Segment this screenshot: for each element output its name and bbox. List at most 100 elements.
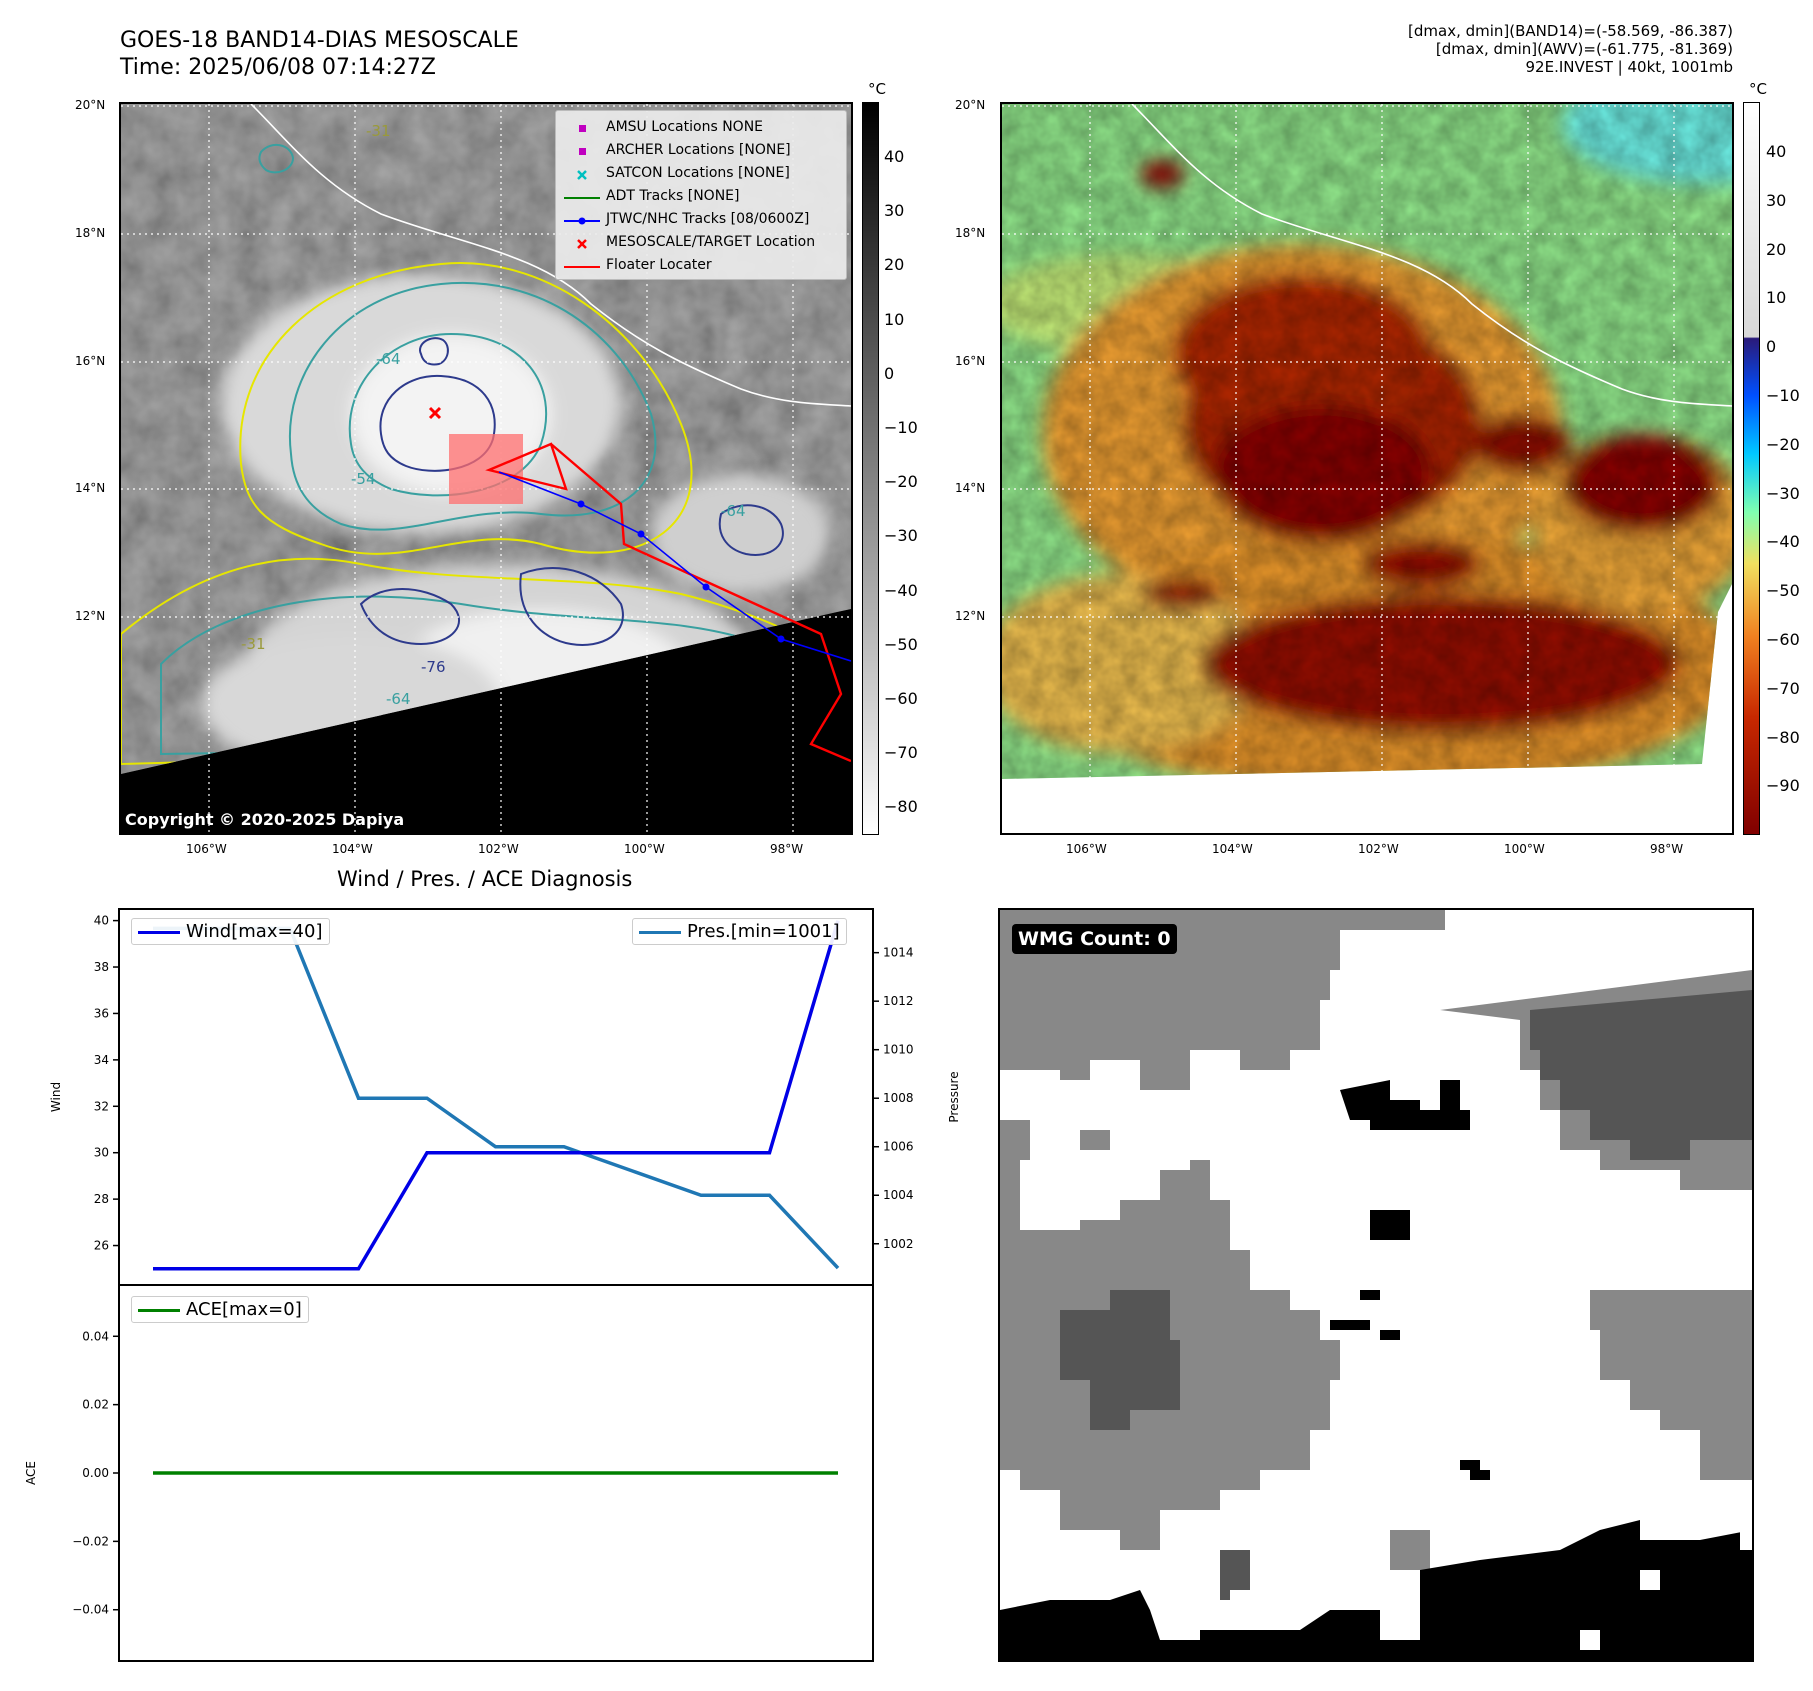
pressure-legend-label: Pres.[min=1001] [687, 921, 840, 942]
colorbar-unit-left: °C [868, 80, 886, 98]
info-line-1: [dmax, dmin](BAND14)=(-58.569, -86.387) [1408, 22, 1733, 40]
colorbar-tick-label: −70 [884, 743, 918, 763]
y-tick-label: 0.04 [82, 1329, 109, 1343]
colorbar-tick-label: −20 [884, 472, 918, 492]
colorbar-tick-label: −30 [884, 526, 918, 546]
colorbar-tick-label: −60 [1766, 630, 1800, 649]
contour-label: -64 [386, 690, 411, 708]
lat-label: 18°N [955, 226, 986, 240]
y-right-axis-label: Pressure [947, 1071, 960, 1122]
colorbar-tick-label: 10 [1766, 288, 1787, 308]
lat-label: 20°N [955, 98, 986, 112]
lon-label: 104°W [1212, 842, 1253, 856]
colorbar-left [862, 102, 879, 835]
colorbar-tick-label: −40 [1766, 532, 1800, 552]
colorbar-tick-label: −80 [884, 797, 918, 817]
awv-map-image [1002, 104, 1732, 833]
lon-label: 106°W [186, 842, 227, 856]
legend-line-dot-icon [564, 217, 600, 225]
colorbar-right [1743, 102, 1760, 835]
legend-label: ARCHER Locations [NONE] [606, 142, 791, 158]
lat-label: 14°N [955, 481, 986, 495]
colorbar-tick-label: 30 [1766, 190, 1787, 210]
colorbar-tick-label: −50 [884, 634, 918, 654]
contour-label: -31 [241, 635, 266, 653]
y-right-tick-label: 1012 [883, 994, 914, 1008]
diagnosis-chart: 26 28 30 32 34 36 38 40 1002 1004 1006 1008 1010 1012… [24, 908, 960, 1662]
colorbar-tick-label: 10 [884, 309, 905, 329]
wind-series-line [153, 920, 840, 1271]
colorbar-tick-label: −70 [1766, 678, 1800, 698]
lon-label: 102°W [1358, 842, 1399, 856]
map-gridlines [1002, 104, 1732, 833]
colorbar-tick-label: −80 [1766, 727, 1800, 747]
legend-square-icon [579, 148, 586, 155]
colorbar-tick-label: −30 [1766, 483, 1800, 503]
lon-label: 100°W [624, 842, 665, 856]
wmg-image [1000, 910, 1752, 1660]
colorbar-tick-label: 0 [884, 363, 895, 383]
contour-label: -54 [351, 470, 376, 488]
lon-label: 98°W [770, 842, 804, 856]
y-tick-label: 28 [94, 1192, 109, 1206]
colorbar-tick-label: 0 [1766, 337, 1777, 357]
lat-label: 18°N [75, 226, 106, 240]
legend-label: AMSU Locations NONE [606, 119, 764, 135]
colorbar-tick-label: −10 [1766, 386, 1800, 405]
copyright: Copyright © 2020-2025 Dapiya [125, 810, 405, 829]
colorbar-tick-label: 40 [884, 147, 905, 166]
y-tick-label: 32 [94, 1099, 109, 1113]
wind-legend: Wind[max=40] [131, 918, 330, 945]
ace-legend-swatch [138, 1308, 180, 1312]
y-tick-label: −0.04 [72, 1603, 109, 1617]
pressure-legend: Pres.[min=1001] [632, 918, 847, 945]
legend-label: MESOSCALE/TARGET Location [606, 234, 816, 250]
y-tick-label: 30 [94, 1146, 109, 1160]
ace-legend: ACE[max=0] [131, 1296, 309, 1323]
y-right-tick-label: 1004 [883, 1188, 914, 1202]
pressure-series-line [153, 926, 840, 1270]
colorbar-tick-label: 30 [884, 201, 905, 221]
contour-label: -64 [721, 502, 746, 520]
ir-map-panel: -31 -64 -54 -64 -31 -76 -64 Copyright © … [119, 102, 853, 835]
y-tick-label: 26 [94, 1239, 109, 1253]
floater-locator [550, 443, 851, 763]
awv-map-panel [1000, 102, 1734, 835]
lat-label: 16°N [955, 354, 986, 368]
colorbar-tick-label: −50 [1766, 581, 1800, 601]
lon-label: 102°W [478, 842, 519, 856]
info-block: [dmax, dmin](BAND14)=(-58.569, -86.387) … [1408, 22, 1733, 76]
colorbar-tick-label: −40 [884, 580, 918, 600]
info-line-2: [dmax, dmin](AWV)=(-61.775, -81.369) [1435, 40, 1733, 58]
lat-label: 12°N [75, 609, 106, 623]
y-tick-label: 38 [94, 960, 109, 974]
colorbar-unit-right: °C [1749, 80, 1767, 98]
legend-label: SATCON Locations [NONE] [606, 165, 790, 181]
y-right-tick-label: 1006 [883, 1140, 914, 1154]
coastline [250, 104, 851, 407]
contour-label: -31 [366, 122, 391, 140]
legend-label: Floater Locater [606, 257, 712, 273]
y-tick-label: −0.02 [72, 1534, 109, 1548]
pressure-legend-swatch [639, 930, 681, 934]
colorbar-tick-label: −60 [884, 689, 918, 708]
colorbar-tick-label: −90 [1766, 776, 1800, 796]
ace-legend-label: ACE[max=0] [186, 1299, 302, 1320]
contour-label: -76 [421, 658, 446, 676]
y-right-tick-label: 1008 [883, 1091, 914, 1105]
ace-axis-label: ACE [24, 1461, 38, 1485]
wind-legend-label: Wind[max=40] [186, 921, 323, 942]
colorbar-tick-label: −10 [884, 418, 918, 437]
wmg-panel: WMG Count: 0 [998, 908, 1754, 1662]
lon-label: 98°W [1650, 842, 1684, 856]
mesoscale-box [449, 434, 523, 504]
lon-label: 104°W [332, 842, 373, 856]
y-right-tick-label: 1014 [883, 946, 914, 960]
y-tick-label: 34 [94, 1053, 109, 1067]
lat-label: 14°N [75, 481, 106, 495]
lat-label: 20°N [75, 98, 106, 112]
wind-legend-swatch [138, 930, 180, 934]
jtwc-track [498, 471, 851, 662]
title-line-1: GOES-18 BAND14-DIAS MESOSCALE [120, 28, 519, 53]
wmg-count-badge: WMG Count: 0 [1012, 924, 1177, 954]
